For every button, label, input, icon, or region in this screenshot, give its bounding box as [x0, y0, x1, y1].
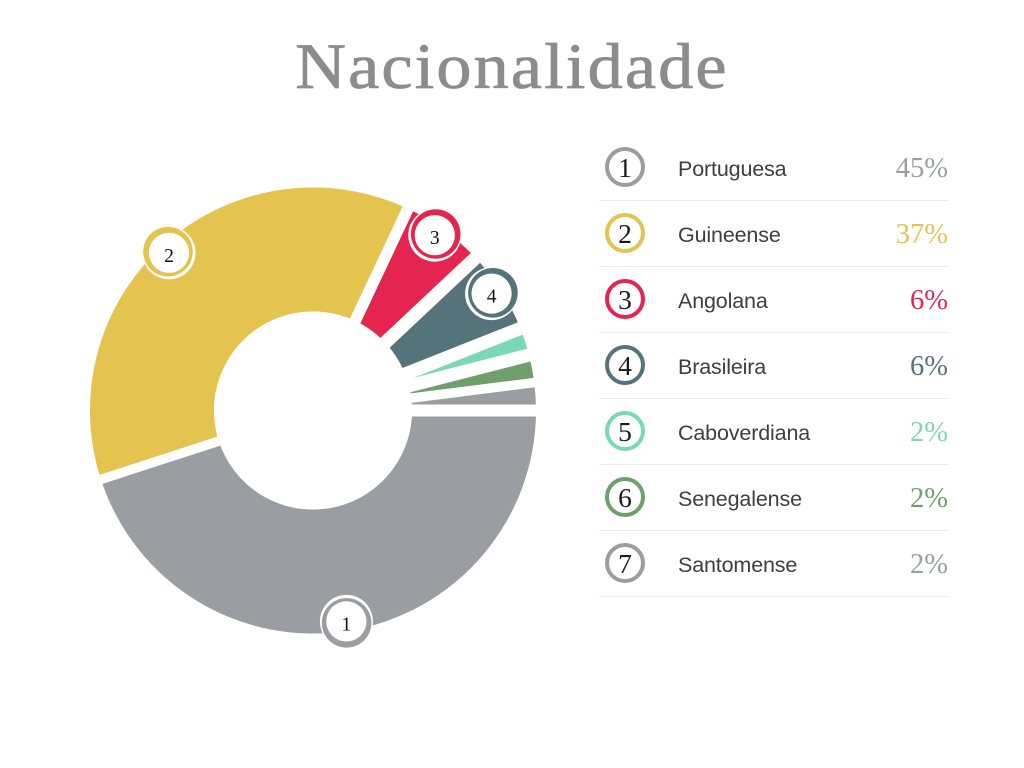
svg-text:4: 4	[487, 287, 497, 308]
svg-text:2: 2	[164, 246, 174, 267]
svg-text:1: 1	[342, 614, 352, 635]
svg-text:3: 3	[430, 228, 440, 249]
